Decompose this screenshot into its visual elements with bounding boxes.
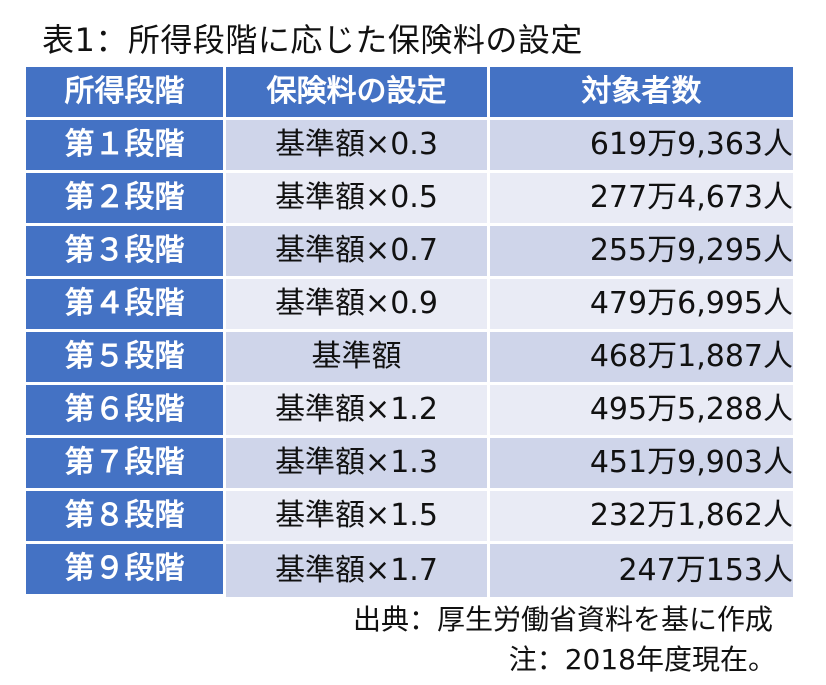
table-row: 第３段階 基準額×0.7 255万9,295人 xyxy=(26,226,793,279)
table-row: 第５段階 基準額 468万1,887人 xyxy=(26,332,793,385)
row-target-count: 255万9,295人 xyxy=(490,226,793,279)
row-premium-setting: 基準額×0.7 xyxy=(226,226,490,279)
table-row: 第８段階 基準額×1.5 232万1,862人 xyxy=(26,491,793,544)
row-stage-label: 第２段階 xyxy=(26,173,226,226)
row-stage-label: 第４段階 xyxy=(26,279,226,332)
row-target-count: 451万9,903人 xyxy=(490,438,793,491)
table-row: 第７段階 基準額×1.3 451万9,903人 xyxy=(26,438,793,491)
row-premium-setting: 基準額×1.7 xyxy=(226,544,490,597)
row-target-count: 247万153人 xyxy=(490,544,793,597)
table-row: 第４段階 基準額×0.9 479万6,995人 xyxy=(26,279,793,332)
row-stage-label: 第１段階 xyxy=(26,120,226,173)
row-target-count: 619万9,363人 xyxy=(490,120,793,173)
row-stage-label: 第７段階 xyxy=(26,438,226,491)
row-premium-setting: 基準額×0.3 xyxy=(226,120,490,173)
row-stage-label: 第６段階 xyxy=(26,385,226,438)
table-row: 第６段階 基準額×1.2 495万5,288人 xyxy=(26,385,793,438)
premium-table: 所得段階 保険料の設定 対象者数 第１段階 基準額×0.3 619万9,363人… xyxy=(26,67,793,597)
row-premium-setting: 基準額×0.9 xyxy=(226,279,490,332)
row-premium-setting: 基準額×0.5 xyxy=(226,173,490,226)
row-target-count: 277万4,673人 xyxy=(490,173,793,226)
footnote: 注：2018年度現在。 xyxy=(508,643,776,676)
row-target-count: 468万1,887人 xyxy=(490,332,793,385)
source-note: 出典：厚生労働省資料を基に作成 xyxy=(352,603,773,636)
table-row: 第９段階 基準額×1.7 247万153人 xyxy=(26,544,793,597)
row-premium-setting: 基準額×1.2 xyxy=(226,385,490,438)
row-stage-label: 第５段階 xyxy=(26,332,226,385)
table-title: 表1：所得段階に応じた保険料の設定 xyxy=(42,21,583,59)
table-row: 第２段階 基準額×0.5 277万4,673人 xyxy=(26,173,793,226)
row-target-count: 495万5,288人 xyxy=(490,385,793,438)
header-premium-setting: 保険料の設定 xyxy=(226,67,490,120)
table-header-row: 所得段階 保険料の設定 対象者数 xyxy=(26,67,793,120)
header-target-count: 対象者数 xyxy=(490,67,793,120)
table-row: 第１段階 基準額×0.3 619万9,363人 xyxy=(26,120,793,173)
row-premium-setting: 基準額×1.3 xyxy=(226,438,490,491)
row-target-count: 479万6,995人 xyxy=(490,279,793,332)
row-stage-label: 第３段階 xyxy=(26,226,226,279)
header-income-stage: 所得段階 xyxy=(26,67,226,120)
row-stage-label: 第９段階 xyxy=(26,544,226,597)
row-stage-label: 第８段階 xyxy=(26,491,226,544)
row-target-count: 232万1,862人 xyxy=(490,491,793,544)
row-premium-setting: 基準額×1.5 xyxy=(226,491,490,544)
row-premium-setting: 基準額 xyxy=(226,332,490,385)
